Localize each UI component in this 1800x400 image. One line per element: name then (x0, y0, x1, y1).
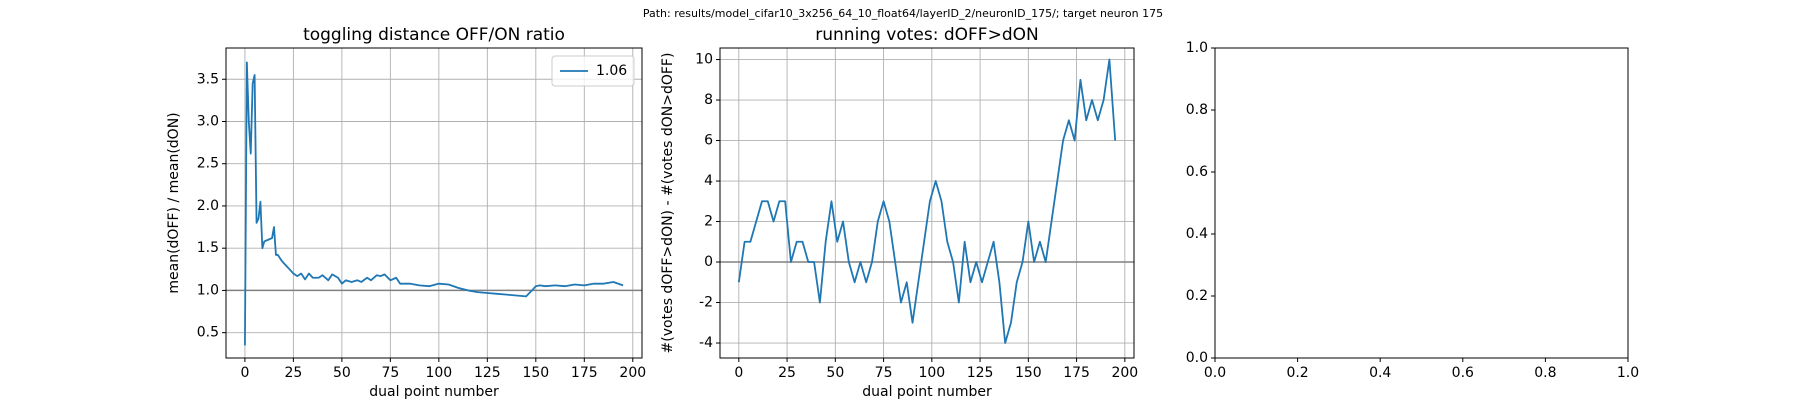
x-tick-label: 0.0 (1204, 365, 1226, 381)
x-tick-label: 25 (284, 365, 302, 381)
y-tick-label: 0.2 (1186, 288, 1208, 304)
x-tick-label: 150 (522, 365, 549, 381)
data-line (244, 61, 624, 346)
y-tick-label: 0.8 (1186, 102, 1208, 118)
x-tick-label: 150 (1015, 365, 1042, 381)
x-tick-label: 75 (381, 365, 399, 381)
legend: 1.06 (551, 55, 635, 87)
x-tick-label: 0 (240, 365, 249, 381)
x-tick-label: 125 (967, 365, 994, 381)
x-tick-label: 200 (619, 365, 646, 381)
axes-frame (719, 47, 1135, 359)
x-tick-label: 50 (826, 365, 844, 381)
y-tick-label: 3.5 (197, 71, 219, 87)
y-tick-label: 1.0 (197, 282, 219, 298)
y-tick-label: 8 (704, 92, 713, 108)
x-tick-label: 0.6 (1452, 365, 1474, 381)
x-tick-label: 0.2 (1286, 365, 1308, 381)
x-axis-label: dual point number (369, 384, 499, 400)
y-tick-label: 10 (695, 52, 713, 68)
x-tick-label: 0.8 (1534, 365, 1556, 381)
x-tick-label: 0 (734, 365, 743, 381)
y-tick-label: 1.5 (197, 240, 219, 256)
data-line (737, 58, 1117, 344)
x-axis-label: dual point number (862, 384, 992, 400)
x-tick-label: 0.4 (1369, 365, 1391, 381)
x-tick-label: 100 (918, 365, 945, 381)
y-tick-label: 0.0 (1186, 350, 1208, 366)
x-tick-label: 50 (333, 365, 351, 381)
x-tick-label: 1.0 (1617, 365, 1639, 381)
y-tick-label: -2 (699, 295, 713, 311)
y-tick-label: 0.6 (1186, 164, 1208, 180)
axes-frame (1214, 47, 1629, 359)
legend-frame (551, 55, 635, 87)
x-tick-label: 175 (1063, 365, 1090, 381)
y-tick-label: 3.0 (197, 113, 219, 129)
y-axis-label: #(votes dOFF>dON) - #(votes dON>dOFF) (660, 53, 676, 354)
axes-title: toggling distance OFF/ON ratio (303, 25, 565, 45)
y-tick-label: 0.4 (1186, 226, 1208, 242)
x-tick-label: 25 (778, 365, 796, 381)
y-tick-label: 2 (704, 214, 713, 230)
y-tick-label: -4 (699, 335, 713, 351)
axes-title: running votes: dOFF>dON (815, 25, 1038, 45)
x-tick-label: 200 (1111, 365, 1138, 381)
axes-frame (225, 47, 643, 359)
y-axis-label: mean(dOFF) / mean(dON) (166, 112, 182, 293)
y-tick-label: 0.5 (197, 325, 219, 341)
y-tick-label: 2.5 (197, 156, 219, 172)
y-tick-label: 6 (704, 133, 713, 149)
y-tick-label: 1.0 (1186, 40, 1208, 56)
y-tick-label: 4 (704, 173, 713, 189)
y-tick-label: 0 (704, 254, 713, 270)
y-tick-label: 2.0 (197, 198, 219, 214)
x-tick-label: 100 (425, 365, 452, 381)
x-tick-label: 125 (474, 365, 501, 381)
x-tick-label: 175 (571, 365, 598, 381)
suptitle: Path: results/model_cifar10_3x256_64_10_… (643, 7, 1163, 20)
legend-label: 1.06 (596, 63, 627, 79)
x-tick-label: 75 (875, 365, 893, 381)
